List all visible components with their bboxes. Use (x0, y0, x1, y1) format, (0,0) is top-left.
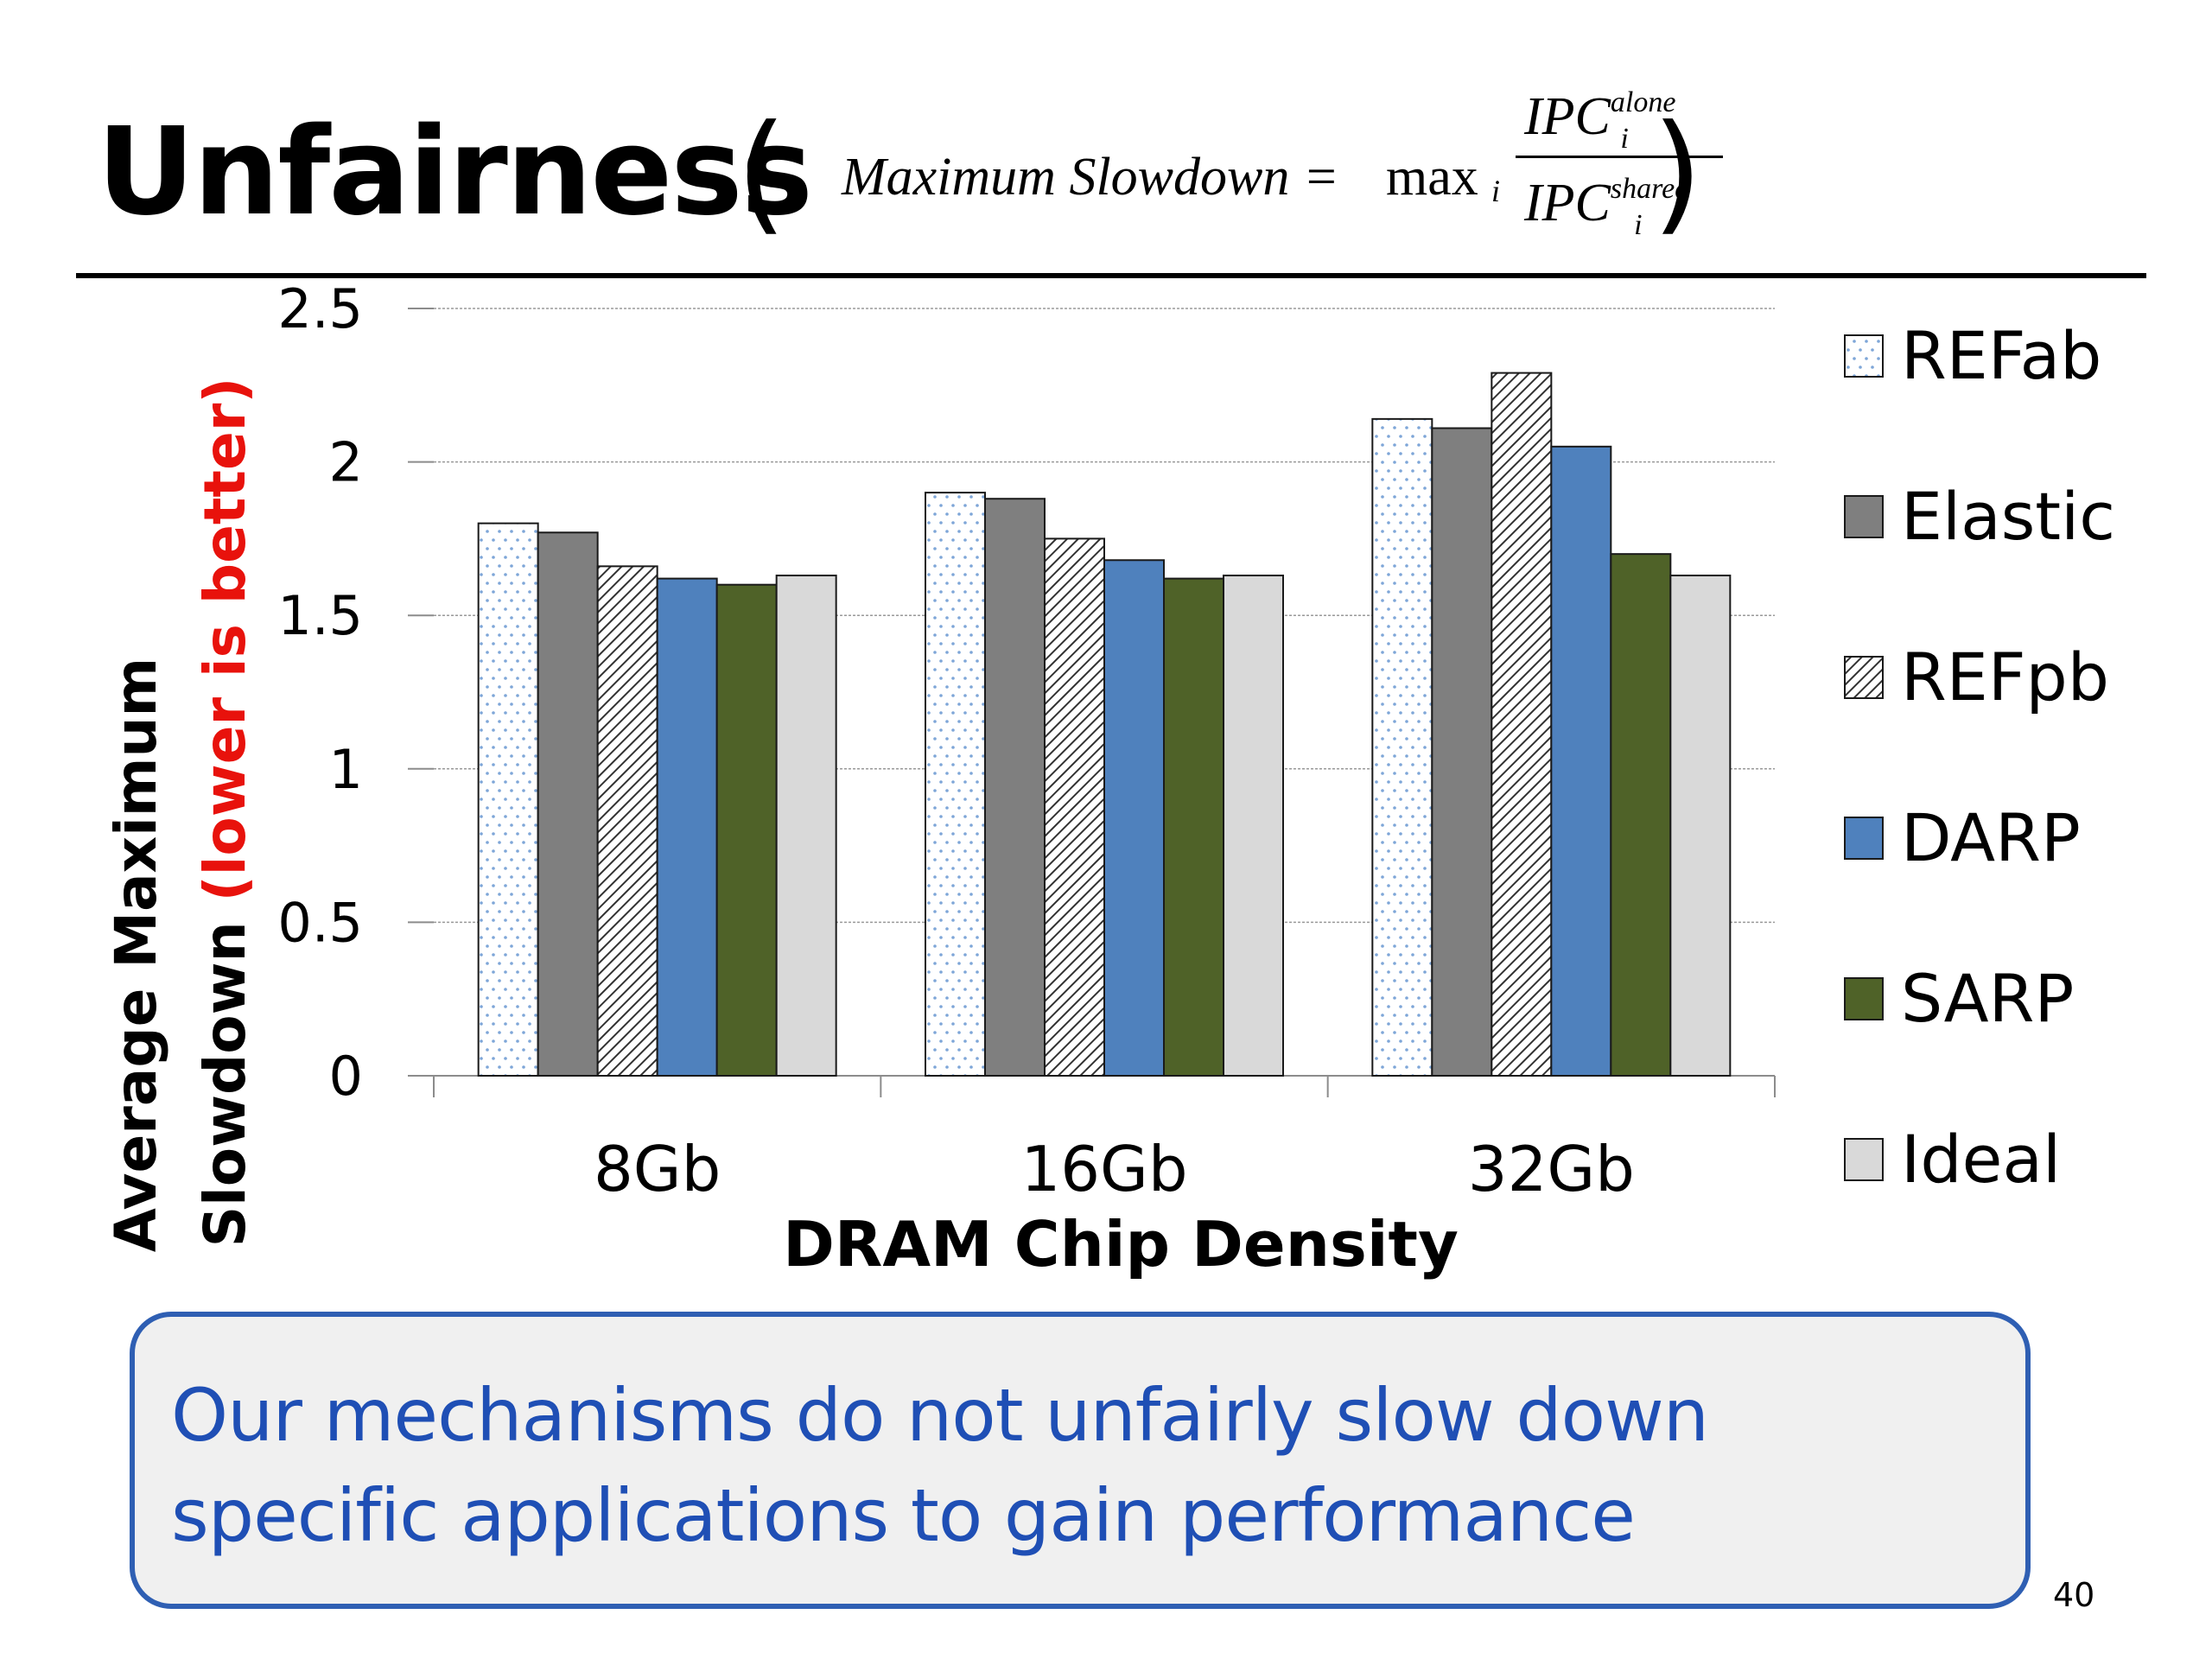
legend-label-elastic: Elastic (1901, 478, 2115, 555)
denominator-subscript: i (1634, 209, 1643, 241)
formula-max-operator: max (1386, 148, 1478, 207)
y-axis-title-line-1: Average Maximum (103, 658, 169, 1253)
legend-swatch-refab (1844, 334, 1884, 378)
numerator-superscript: alone (1610, 86, 1676, 118)
denominator-text: IPC (1524, 174, 1611, 232)
legend-label-darp: DARP (1901, 799, 2081, 876)
bar-darp-8gb (656, 577, 718, 1077)
callout-line-2: specific applications to gain performanc… (171, 1473, 1636, 1558)
y-tick-label: 0.5 (277, 891, 363, 954)
formula-close-paren: ) (1652, 98, 1703, 248)
legend-label-sarp: SARP (1901, 960, 2074, 1037)
x-category-label: 8Gb (594, 1133, 721, 1205)
bar-darp-32gb (1550, 445, 1612, 1077)
legend-swatch-elastic (1844, 495, 1884, 538)
bar-sarp-32gb (1610, 553, 1672, 1077)
y-axis-title-highlight: (lower is better) (192, 378, 258, 902)
bar-ideal-8gb (775, 575, 837, 1077)
bar-elastic-8gb (537, 531, 599, 1077)
y-tick-label: 2 (329, 431, 363, 494)
bar-refpb-32gb (1491, 372, 1553, 1077)
slide-title: Unfairness (97, 102, 813, 243)
bar-refpb-8gb (596, 565, 658, 1077)
bar-refab-32gb (1371, 417, 1433, 1077)
y-tick-label: 1.5 (277, 584, 363, 647)
y-axis-title-line-2: Slowdown (lower is better) (192, 378, 258, 1248)
legend-swatch-darp (1844, 817, 1884, 860)
x-axis-title: DRAM Chip Density (783, 1208, 1459, 1281)
legend-swatch-sarp (1844, 977, 1884, 1020)
callout-text: Our mechanisms do not unfairly slow down… (171, 1365, 2003, 1566)
bar-sarp-16gb (1163, 577, 1224, 1077)
formula-fraction: IPCalonei IPCsharedi (1516, 86, 1732, 259)
callout-line-1: Our mechanisms do not unfairly slow down (171, 1373, 1709, 1458)
legend-swatch-ideal (1844, 1138, 1884, 1181)
denominator-superscript: shared (1610, 173, 1690, 205)
formula-open-paren: ( (736, 98, 787, 248)
y-axis-title-text: Slowdown (192, 901, 258, 1247)
bar-darp-16gb (1103, 559, 1165, 1077)
legend-label-refab: REFab (1901, 317, 2101, 394)
legend-label-refpb: REFpb (1901, 639, 2109, 715)
bar-elastic-32gb (1431, 427, 1493, 1077)
title-rule (76, 273, 2146, 278)
y-tick-label: 2.5 (277, 285, 363, 340)
bar-ideal-32gb (1669, 575, 1732, 1077)
fraction-bar (1516, 156, 1723, 158)
x-category-label: 32Gb (1468, 1133, 1635, 1205)
formula-lhs: Maximum Slowdown = (842, 148, 1339, 207)
slide-number: 40 (2053, 1576, 2095, 1614)
formula-denominator: IPCshared i (1524, 173, 1689, 241)
bar-refpb-16gb (1044, 537, 1105, 1077)
bars (477, 372, 1732, 1077)
bar-ideal-16gb (1223, 575, 1284, 1077)
formula-max-subscript: i (1491, 174, 1501, 208)
formula-numerator: IPCalone i (1524, 86, 1675, 155)
legend-swatch-refpb (1844, 656, 1884, 699)
bar-sarp-8gb (715, 583, 778, 1077)
numerator-subscript: i (1620, 123, 1629, 155)
conclusion-callout: Our mechanisms do not unfairly slow down… (130, 1312, 2031, 1609)
legend-label-ideal: Ideal (1901, 1121, 2061, 1198)
bar-elastic-16gb (984, 498, 1046, 1077)
y-tick-label: 0 (329, 1045, 363, 1108)
x-category-label: 16Gb (1020, 1133, 1187, 1205)
numerator-text: IPC (1524, 87, 1611, 146)
y-tick-label: 1 (329, 738, 363, 801)
title-row: Unfairness ( Maximum Slowdown = max i IP… (97, 86, 1998, 259)
bar-refab-8gb (477, 522, 539, 1077)
bar-refab-16gb (925, 492, 986, 1077)
legend: REFab Elastic REFpb DARP SARP Ideal (1844, 317, 2115, 1198)
